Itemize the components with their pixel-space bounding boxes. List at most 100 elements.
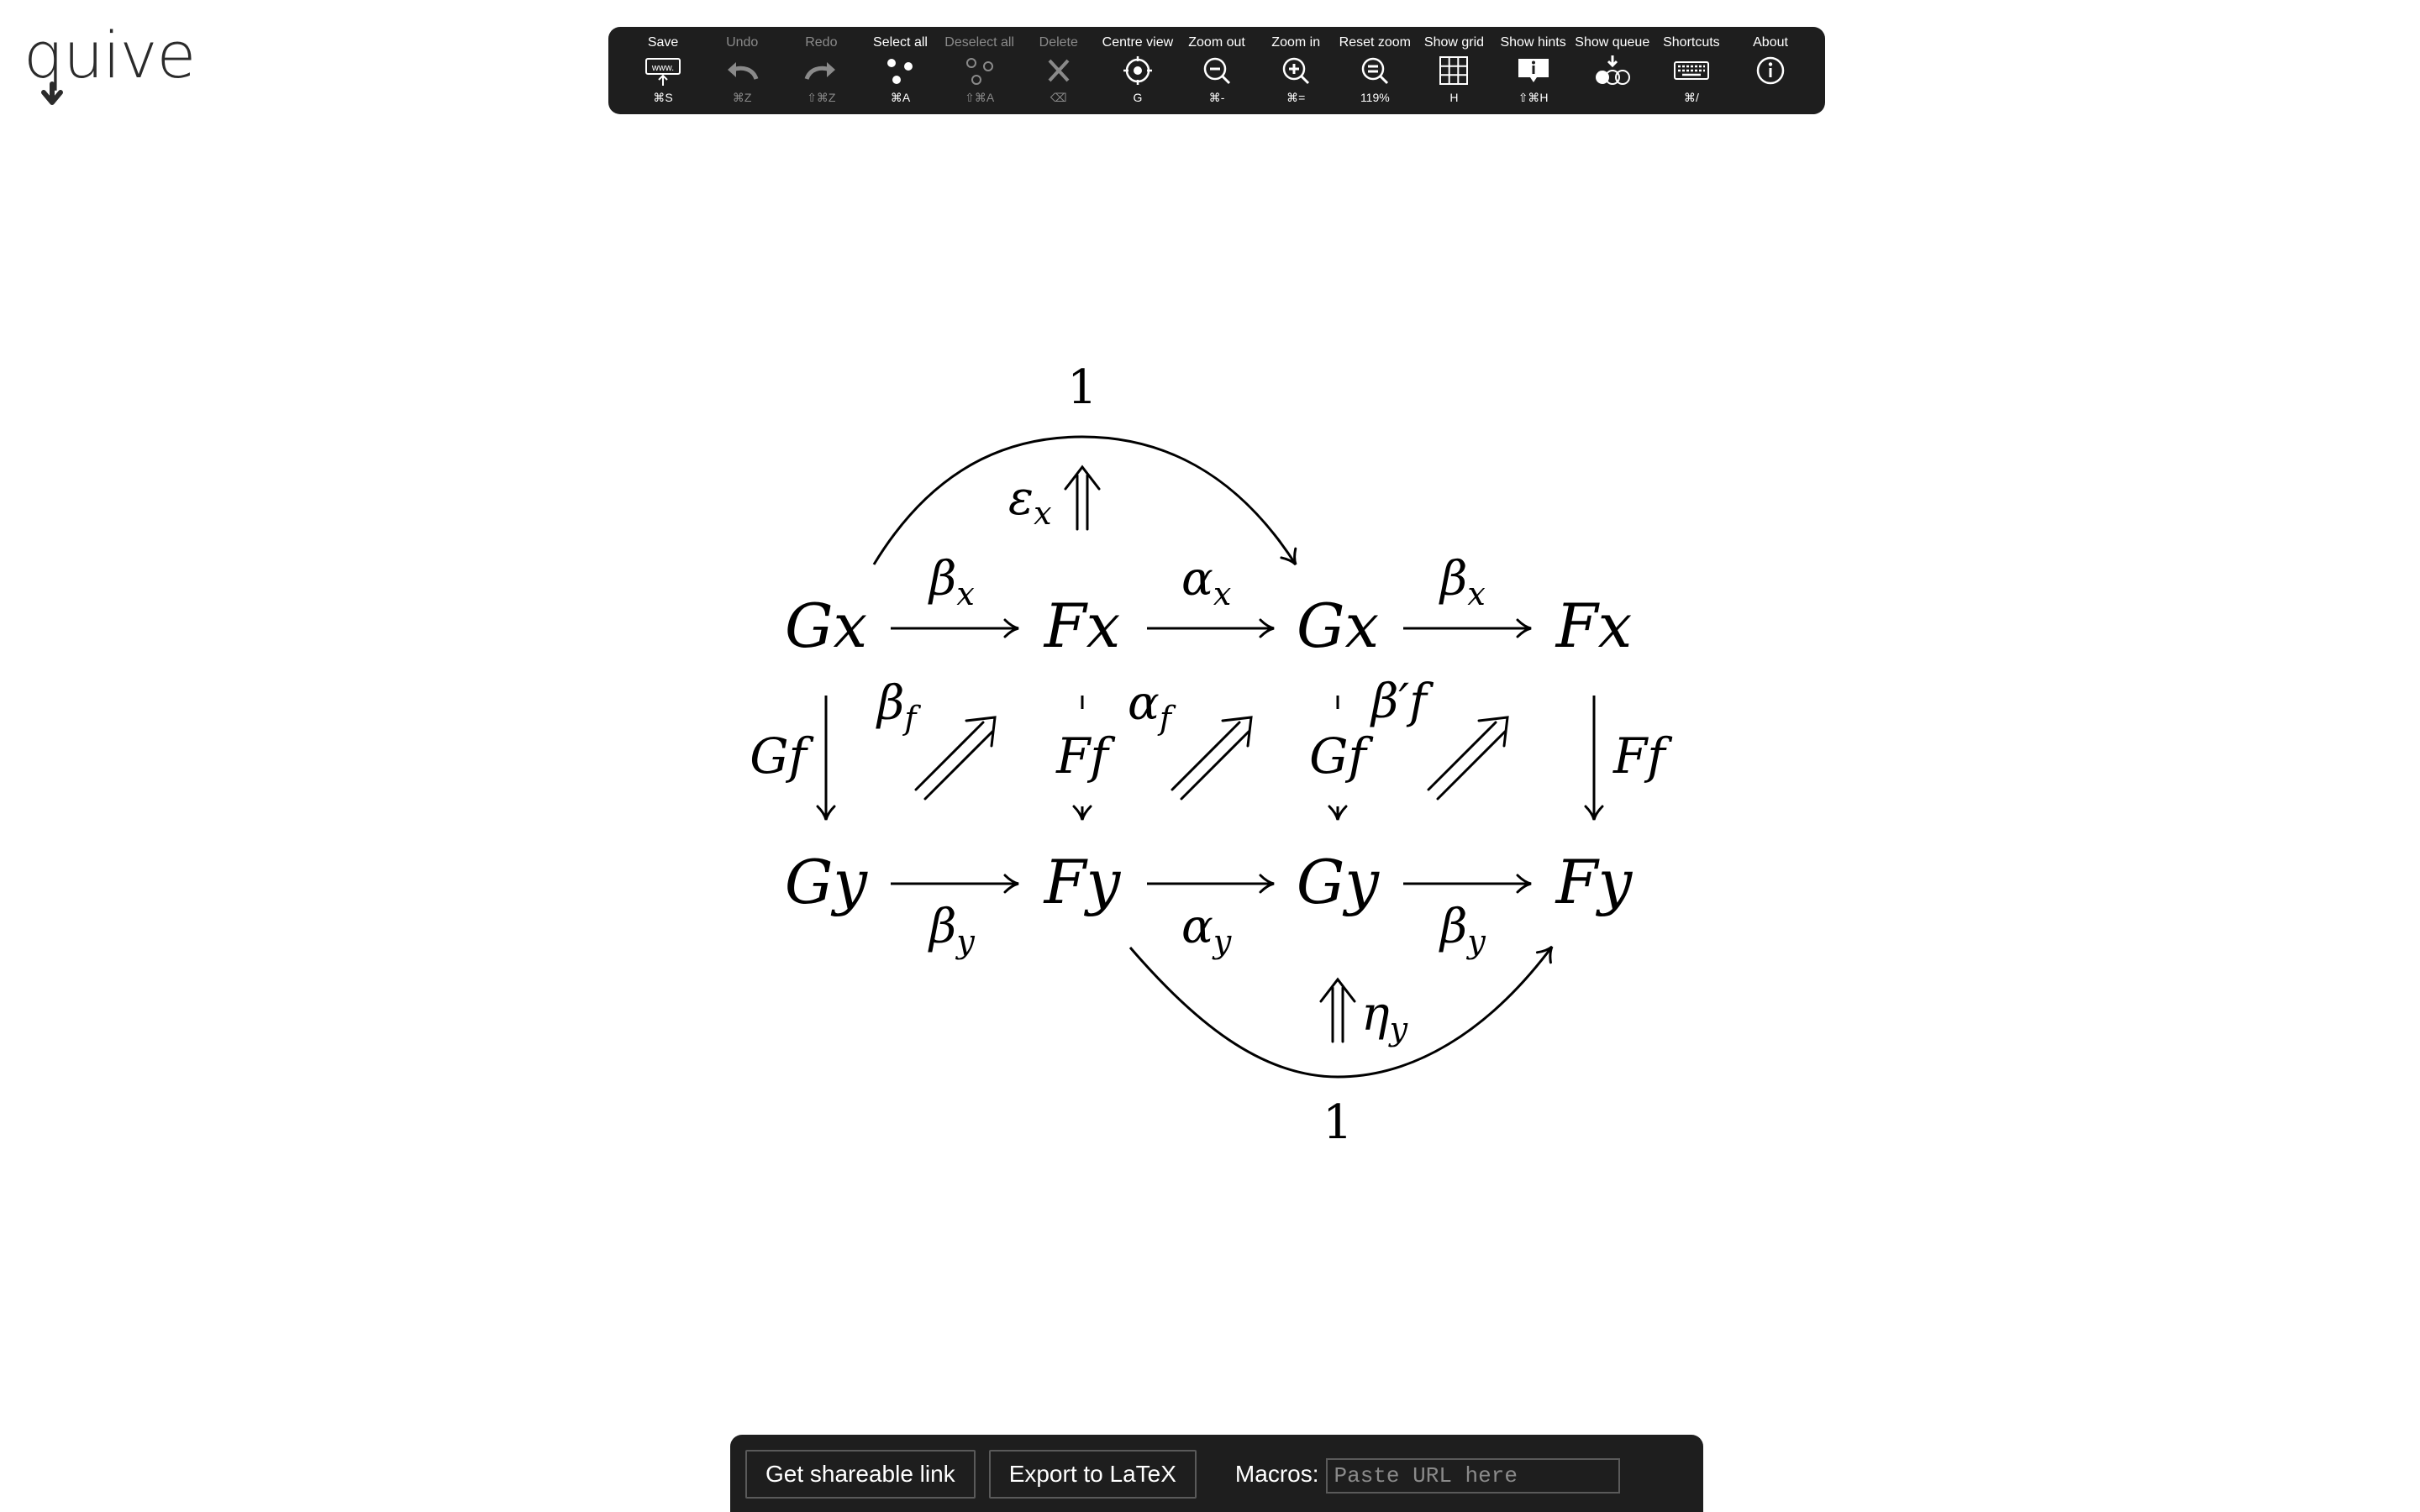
toolbar-show-hints-button[interactable]: Show hints ⇧⌘H	[1494, 27, 1573, 114]
label-gf-mid: Gf	[1309, 727, 1374, 785]
hints-icon	[1513, 53, 1554, 88]
undo-icon	[722, 53, 762, 88]
toolbar-zoom-in-shortcut: ⌘=	[1286, 91, 1306, 104]
toolbar: Save www. ⌘S Undo ⌘Z Redo ⇧⌘Z Select all ⌘A Desel…	[608, 27, 1825, 114]
svg-text:www.: www.	[651, 63, 674, 73]
toolbar-show-queue-label: Show queue	[1575, 35, 1650, 50]
two-cell-alpha-f[interactable]	[1171, 716, 1253, 801]
get-shareable-link-button[interactable]: Get shareable link	[745, 1450, 976, 1499]
toolbar-select-all-button[interactable]: Select all ⌘A	[860, 27, 939, 114]
toolbar-centre-view-shortcut: G	[1133, 91, 1143, 104]
toolbar-deselect-all-label: Deselect all	[944, 35, 1014, 50]
toolbar-redo-label: Redo	[805, 35, 838, 50]
export-latex-button[interactable]: Export to LaTeX	[988, 1450, 1197, 1499]
label-ff-right: Ff	[1612, 727, 1673, 785]
toolbar-centre-view-button[interactable]: Centre view G	[1098, 27, 1177, 114]
toolbar-shortcuts-label: Shortcuts	[1663, 35, 1720, 50]
toolbar-undo-label: Undo	[726, 35, 759, 50]
toolbar-centre-view-label: Centre view	[1102, 35, 1174, 50]
logo-text: quiver	[24, 22, 200, 92]
object-one-bottom[interactable]: 1	[1323, 1095, 1353, 1150]
toolbar-show-hints-shortcut: ⇧⌘H	[1518, 91, 1549, 104]
toolbar-show-grid-button[interactable]: Show grid H	[1414, 27, 1493, 114]
label-beta-f: βf	[876, 676, 921, 737]
object-gy-2[interactable]: Gy	[1297, 847, 1381, 917]
deselect-all-icon	[960, 53, 1000, 88]
toolbar-save-button[interactable]: Save www. ⌘S	[623, 27, 702, 114]
object-one-top[interactable]: 1	[1067, 360, 1097, 415]
label-beta-prime-f: β′f	[1370, 675, 1434, 729]
object-gx-1[interactable]: Gx	[785, 591, 867, 661]
label-beta-y-2: βy	[1439, 900, 1486, 960]
macros-input[interactable]	[1325, 1458, 1620, 1494]
toolbar-deselect-all-shortcut: ⇧⌘A	[965, 91, 995, 104]
toolbar-save-shortcut: ⌘S	[653, 91, 673, 104]
toolbar-shortcuts-button[interactable]: Shortcuts ⌘/	[1652, 27, 1731, 114]
macros-label: Macros:	[1234, 1461, 1319, 1487]
toolbar-redo-shortcut: ⇧⌘Z	[807, 91, 836, 104]
toolbar-show-queue-button[interactable]: Show queue	[1573, 27, 1652, 114]
toolbar-show-grid-label: Show grid	[1423, 35, 1485, 50]
toolbar-deselect-all-button[interactable]: Deselect all ⇧⌘A	[940, 27, 1019, 114]
quiver-logo: quiver	[24, 22, 200, 105]
toolbar-select-all-label: Select all	[873, 35, 928, 50]
toolbar-show-hints-label: Show hints	[1500, 35, 1566, 50]
toolbar-reset-zoom-button[interactable]: Reset zoom 119%	[1335, 27, 1414, 114]
label-ff-mid: Ff	[1055, 727, 1116, 785]
toolbar-delete-button[interactable]: Delete ⌫	[1019, 27, 1098, 114]
toolbar-zoom-out-shortcut: ⌘-	[1208, 91, 1225, 104]
delete-icon	[1039, 53, 1079, 88]
queue-icon	[1592, 53, 1633, 88]
select-all-icon	[880, 53, 920, 88]
object-fx-1[interactable]: Fx	[1043, 591, 1121, 661]
object-fy-2[interactable]: Fy	[1555, 847, 1634, 917]
logo-arrow-icon	[41, 81, 63, 105]
bottom-bar: Get shareable link Export to LaTeX Macro…	[730, 1435, 1703, 1512]
two-cell-eta-y[interactable]	[1319, 977, 1356, 1043]
toolbar-save-label: Save	[647, 35, 679, 50]
label-epsilon-x: εx	[1008, 471, 1052, 532]
reset-zoom-icon	[1355, 53, 1395, 88]
label-beta-x-1: βx	[928, 552, 975, 612]
keyboard-icon	[1671, 53, 1712, 88]
toolbar-select-all-shortcut: ⌘A	[890, 91, 911, 104]
toolbar-zoom-out-button[interactable]: Zoom out ⌘-	[1177, 27, 1256, 114]
toolbar-delete-label: Delete	[1039, 35, 1078, 50]
label-beta-y-1: βy	[928, 900, 975, 960]
arrow-curve-bottom[interactable]	[1128, 945, 1554, 1079]
toolbar-about-button[interactable]: About	[1731, 27, 1810, 114]
zoom-out-icon	[1197, 53, 1237, 88]
centre-view-icon	[1118, 53, 1158, 88]
label-beta-x-2: βx	[1439, 552, 1486, 612]
toolbar-zoom-out-label: Zoom out	[1188, 35, 1245, 50]
label-alpha-x: αx	[1181, 552, 1231, 612]
object-gx-2[interactable]: Gx	[1297, 591, 1379, 661]
toolbar-reset-zoom-label: Reset zoom	[1339, 35, 1412, 50]
two-cell-epsilon-x[interactable]	[1064, 465, 1101, 531]
arrow-curve-top[interactable]	[872, 435, 1297, 566]
toolbar-undo-shortcut: ⌘Z	[732, 91, 752, 104]
label-alpha-f: αf	[1128, 676, 1176, 737]
toolbar-redo-button[interactable]: Redo ⇧⌘Z	[781, 27, 860, 114]
two-cell-beta-prime-f[interactable]	[1427, 716, 1509, 801]
toolbar-zoom-in-button[interactable]: Zoom in ⌘=	[1256, 27, 1335, 114]
label-alpha-y: αy	[1181, 900, 1232, 960]
redo-icon	[801, 53, 841, 88]
toolbar-delete-shortcut: ⌫	[1050, 91, 1067, 104]
toolbar-zoom-in-label: Zoom in	[1271, 35, 1321, 50]
object-gy-1[interactable]: Gy	[785, 847, 869, 917]
object-fx-2[interactable]: Fx	[1555, 591, 1633, 661]
toolbar-about-label: About	[1753, 35, 1788, 50]
toolbar-undo-button[interactable]: Undo ⌘Z	[702, 27, 781, 114]
save-link-icon: www.	[643, 53, 683, 88]
toolbar-reset-zoom-shortcut: 119%	[1360, 91, 1390, 104]
two-cell-beta-f[interactable]	[914, 716, 997, 801]
toolbar-shortcuts-shortcut: ⌘/	[1683, 91, 1699, 104]
info-icon	[1750, 53, 1791, 88]
label-gf-left: Gf	[750, 727, 814, 785]
object-fy-1[interactable]: Fy	[1043, 847, 1122, 917]
toolbar-show-grid-shortcut: H	[1449, 91, 1459, 104]
grid-icon	[1434, 53, 1474, 88]
zoom-in-icon	[1276, 53, 1316, 88]
